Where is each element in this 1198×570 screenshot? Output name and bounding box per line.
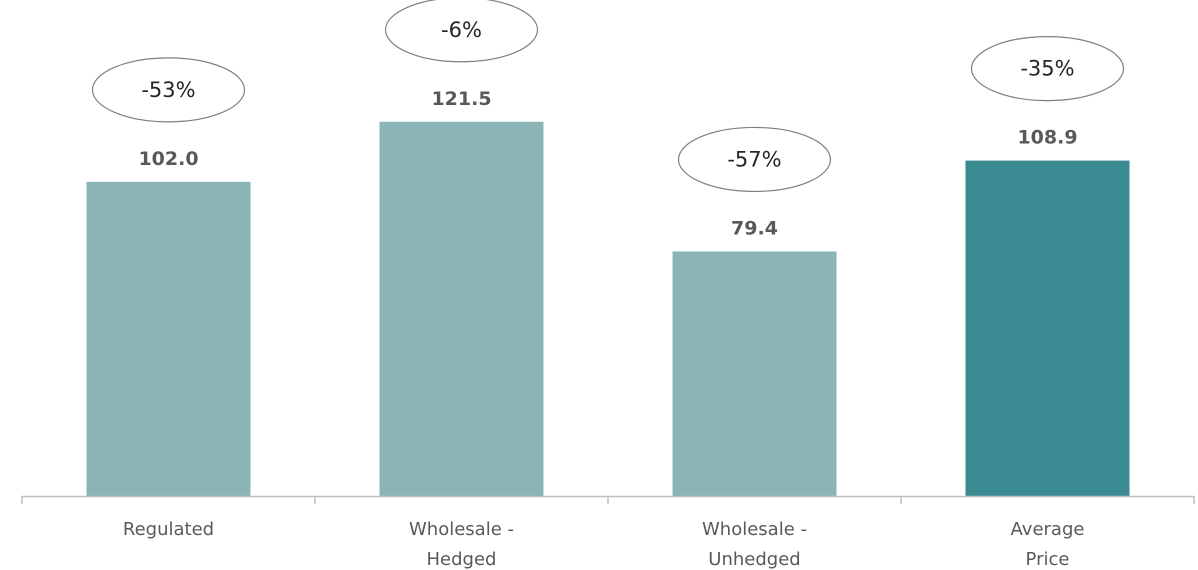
- category-label-line: Unhedged: [708, 549, 800, 570]
- annotation-label: -6%: [441, 18, 482, 42]
- labels-group: 102.0 -53% Regulated 121.5 -6% Wholesale - Hed…: [91, 0, 1125, 570]
- data-label: 121.5: [431, 88, 491, 110]
- category-label-line: Wholesale -: [409, 519, 514, 540]
- annotation-ellipse: [677, 126, 832, 193]
- category-label: Average Price: [1011, 519, 1085, 570]
- bar: [672, 251, 837, 496]
- bar: [86, 181, 251, 496]
- annotation-label: -35%: [1020, 57, 1074, 81]
- bar: [965, 160, 1130, 496]
- data-label: 79.4: [731, 217, 778, 239]
- category-label: Regulated: [123, 519, 214, 540]
- category-label-line: Wholesale -: [702, 519, 807, 540]
- annotation-ellipse: [384, 0, 539, 63]
- category-label-line: Hedged: [427, 549, 497, 570]
- data-label: 108.9: [1017, 127, 1077, 149]
- bar: [379, 121, 544, 496]
- annotation-ellipse: [91, 57, 246, 123]
- category-label-line: Regulated: [123, 519, 214, 540]
- category-label-line: Average: [1011, 519, 1085, 540]
- x-axis: [21, 495, 1195, 504]
- category-label: Wholesale - Hedged: [409, 519, 514, 570]
- annotation-label: -57%: [727, 147, 781, 171]
- bars-group: [86, 121, 1130, 496]
- annotation-label: -53%: [141, 78, 195, 102]
- data-label: 102.0: [138, 148, 198, 170]
- category-label-line: Price: [1026, 549, 1070, 570]
- category-label: Wholesale - Unhedged: [702, 519, 807, 570]
- annotation-ellipse: [970, 35, 1125, 102]
